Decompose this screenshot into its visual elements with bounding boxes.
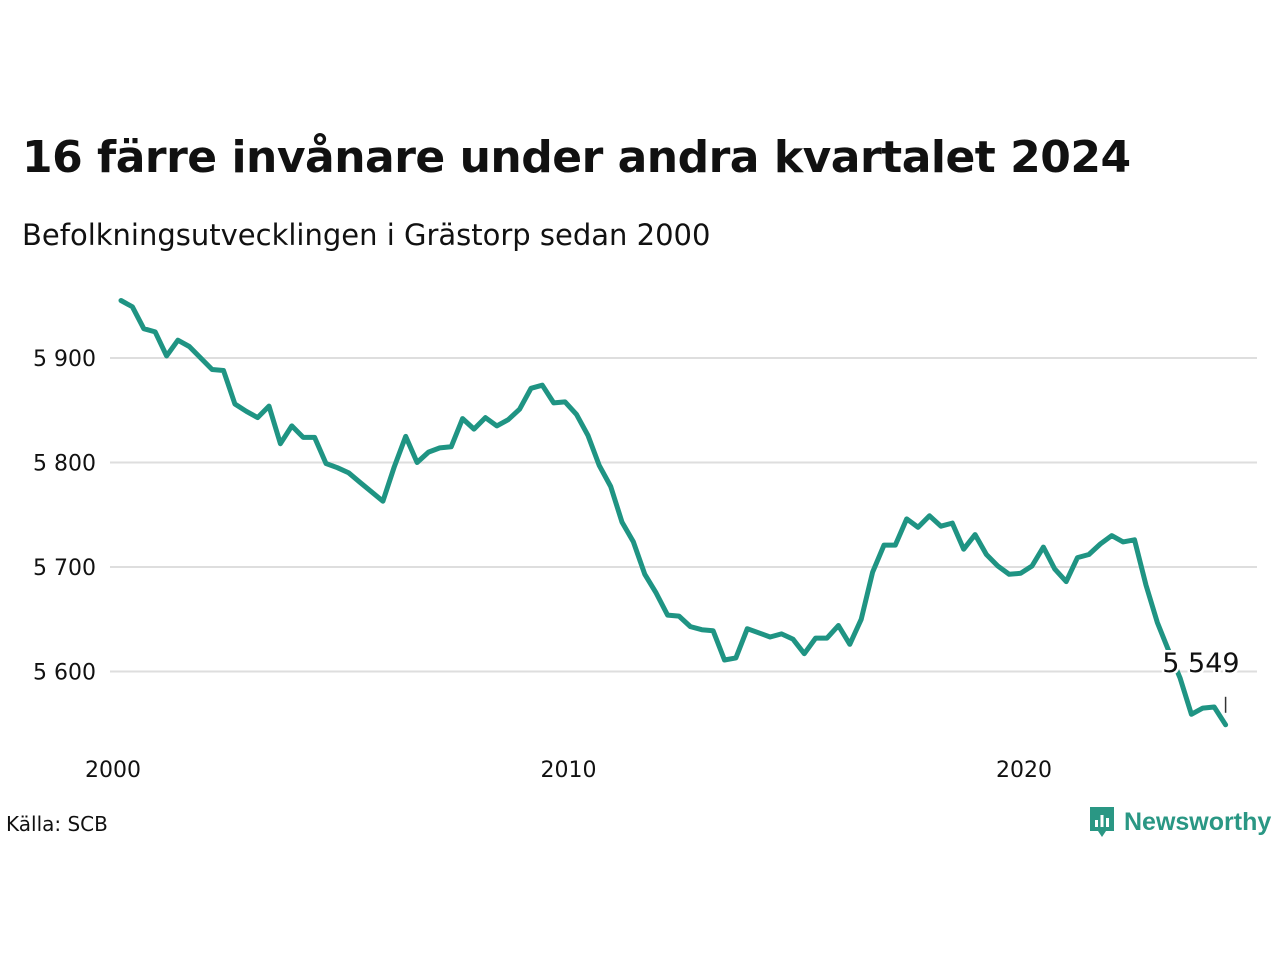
y-tick-label: 5 700 (33, 556, 96, 581)
brand-logo[interactable]: Newsworthy (1088, 804, 1271, 840)
brand-name: Newsworthy (1124, 807, 1272, 836)
last-value-label: 5 549 (1162, 648, 1239, 679)
y-tick-label: 5 800 (33, 452, 96, 477)
x-tick-label: 2010 (541, 758, 597, 783)
x-tick-label: 2000 (85, 758, 141, 783)
x-tick-label: 2020 (996, 758, 1052, 783)
chart-subtitle: Befolkningsutvecklingen i Grästorp sedan… (22, 218, 711, 252)
y-tick-label: 5 900 (33, 347, 96, 372)
chart-title: 16 färre invånare under andra kvartalet … (22, 132, 1131, 183)
newsworthy-icon (1090, 807, 1114, 837)
population-line (118, 298, 1229, 728)
y-tick-label: 5 600 (33, 661, 96, 686)
source-note: Källa: SCB (6, 812, 108, 836)
